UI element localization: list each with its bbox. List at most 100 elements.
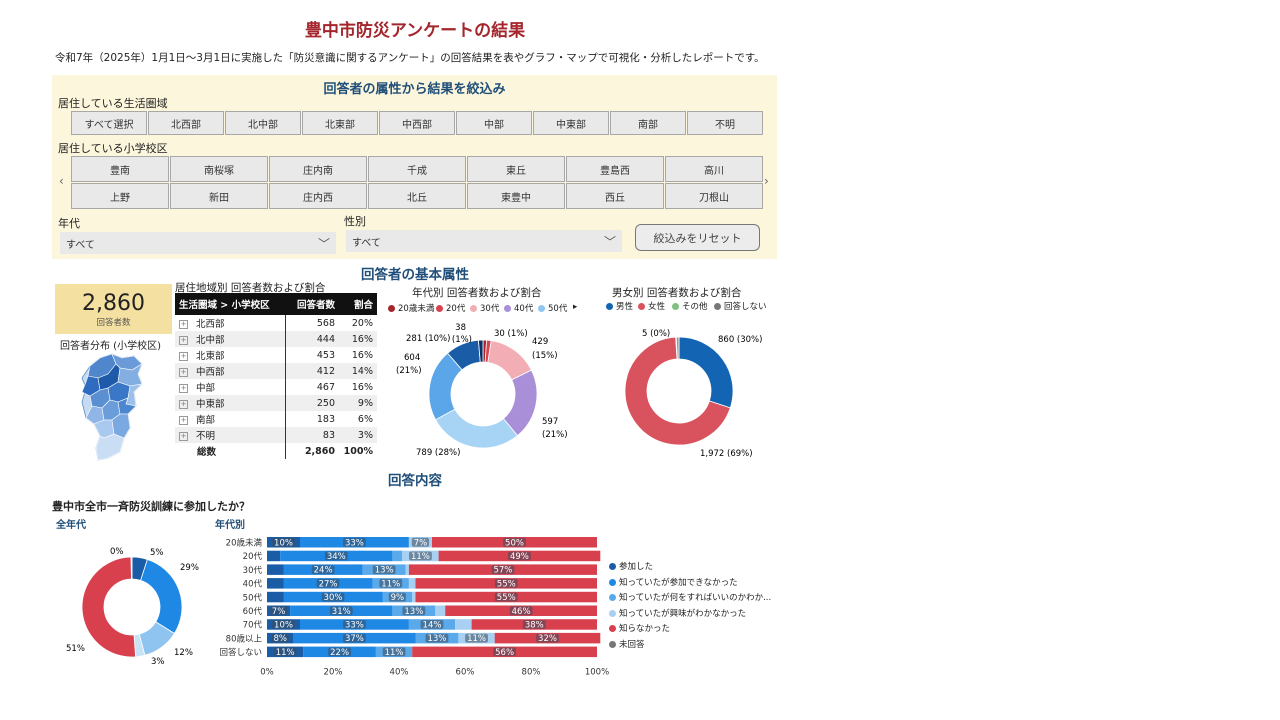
table-row[interactable]: + 不明 83 3% [175, 427, 377, 443]
gender-donut-chart[interactable]: 5 (0%) 860 (30%) 1,972 (69%) [610, 318, 790, 463]
legend-item[interactable]: その他 [672, 300, 708, 312]
area-chip[interactable]: 中東部 [533, 111, 609, 135]
data-label-bg [272, 537, 295, 547]
area-chip[interactable]: 南部 [610, 111, 686, 135]
expand-icon[interactable]: + [179, 320, 188, 329]
donut-label: (21%) [396, 366, 422, 376]
bar-category-label: 20歳未満 [226, 538, 263, 549]
legend-item[interactable]: 知っていたが何をすればいいのかわか... [609, 591, 771, 603]
school-chip[interactable]: 東豊中 [467, 183, 565, 209]
bar-segment[interactable] [412, 591, 416, 603]
legend-label: 30代 [480, 304, 500, 314]
area-chip[interactable]: 中部 [456, 111, 532, 135]
table-header-count[interactable]: 回答者数 [285, 293, 339, 315]
data-label-bg [269, 606, 288, 616]
bar-segment[interactable] [267, 564, 284, 575]
area-chip[interactable]: すべて選択 [71, 111, 147, 135]
legend-item[interactable]: 20歳未満 [388, 302, 434, 314]
school-chip[interactable]: 北丘 [368, 183, 466, 209]
expand-icon[interactable]: + [179, 384, 188, 393]
donut-slice[interactable] [81, 556, 137, 658]
school-chip[interactable]: 千成 [368, 156, 466, 182]
table-row[interactable]: + 中西部 412 14% [175, 363, 377, 379]
bar-segment[interactable] [455, 619, 472, 630]
legend-label: 知っていたが興味がわかなかった [619, 608, 747, 619]
slicer-prev-icon[interactable]: ‹ [59, 174, 64, 188]
school-chip[interactable]: 豊島西 [566, 156, 664, 182]
expand-icon[interactable]: + [179, 432, 188, 441]
table-row[interactable]: + 南部 183 6% [175, 411, 377, 427]
school-chip[interactable]: 高川 [665, 156, 763, 182]
school-chip[interactable]: 西丘 [566, 183, 664, 209]
area-chip[interactable]: 中西部 [379, 111, 455, 135]
donut-slice[interactable] [130, 556, 133, 580]
expand-icon[interactable]: + [179, 400, 188, 409]
donut-slice[interactable] [624, 336, 731, 446]
age-donut-title: 年代別 回答者数および割合 [412, 287, 542, 299]
bar-segment[interactable] [267, 578, 284, 589]
table-row[interactable]: + 北中部 444 16% [175, 331, 377, 347]
school-chip[interactable]: 庄内西 [269, 183, 367, 209]
donut-slice[interactable] [477, 339, 484, 363]
expand-icon[interactable]: + [179, 352, 188, 361]
legend-item[interactable]: 未回答 [609, 638, 645, 650]
donut-slice[interactable] [434, 408, 519, 449]
school-chip[interactable]: 豊南 [71, 156, 169, 182]
school-chip[interactable]: 南桜塚 [170, 156, 268, 182]
table-row[interactable]: + 中東部 250 9% [175, 395, 377, 411]
all-ages-label: 全年代 [56, 520, 86, 531]
table-row[interactable]: + 北西部 568 20% [175, 315, 377, 331]
bar-segment[interactable] [392, 550, 403, 562]
donut-slice[interactable] [140, 558, 183, 635]
bar-segment[interactable] [267, 591, 284, 603]
school-chip[interactable]: 刀根山 [665, 183, 763, 209]
donut-slice[interactable] [675, 336, 680, 360]
legend-item[interactable]: 知らなかった [609, 622, 670, 634]
expand-icon[interactable]: + [179, 368, 188, 377]
legend-item[interactable]: 女性 [638, 300, 665, 312]
table-cell-count: 412 [284, 363, 339, 379]
school-chip[interactable]: 上野 [71, 183, 169, 209]
slicer-next-icon[interactable]: › [764, 174, 769, 188]
age-dropdown[interactable]: すべて ﹀ [60, 232, 336, 254]
legend-more-icon[interactable]: ▸ [573, 302, 578, 312]
bar-segment[interactable] [405, 564, 409, 575]
respondent-count-value: 2,860 [82, 291, 145, 316]
table-header-region[interactable]: 生活圏域 > 小学校区 [175, 293, 285, 315]
school-chip[interactable]: 東丘 [467, 156, 565, 182]
expand-icon[interactable]: + [179, 416, 188, 425]
bar-data-label: 56% [495, 648, 514, 658]
legend-item[interactable]: 知っていたが参加できなかった [609, 576, 738, 588]
legend-item[interactable]: 参加した [609, 560, 653, 572]
bar-category-label: 40代 [243, 579, 263, 590]
school-chip[interactable]: 新田 [170, 183, 268, 209]
legend-item[interactable]: 30代 [470, 302, 499, 314]
table-row[interactable]: + 中部 467 16% [175, 379, 377, 395]
area-chip[interactable]: 北東部 [302, 111, 378, 135]
bar-segment[interactable] [435, 605, 446, 617]
gender-dropdown[interactable]: すべて ﹀ [346, 230, 622, 252]
donut-slice[interactable] [678, 336, 734, 409]
reset-filters-button[interactable]: 絞込みをリセット [635, 224, 760, 251]
respondent-count-label: 回答者数 [96, 318, 131, 328]
legend-item[interactable]: 知っていたが興味がわかなかった [609, 607, 746, 619]
table-header-ratio[interactable]: 割合 [339, 293, 377, 315]
legend-dot-icon [388, 305, 395, 312]
area-chip[interactable]: 北中部 [225, 111, 301, 135]
expand-icon[interactable]: + [179, 336, 188, 345]
bar-segment[interactable] [408, 578, 416, 589]
bar-segment[interactable] [267, 550, 281, 562]
legend-item[interactable]: 男性 [606, 300, 633, 312]
legend-item[interactable]: 50代 [538, 302, 567, 314]
area-chip[interactable]: 北西部 [148, 111, 224, 135]
age-donut-chart[interactable]: 38 (1%) 30 (1%) 281 (10%) 429 (15%) 604 … [380, 318, 580, 463]
legend-item[interactable]: 20代 [436, 302, 465, 314]
all-ages-donut-chart[interactable]: 0% 5% 29% 12% 3% 51% [62, 540, 212, 670]
area-chip[interactable]: 不明 [687, 111, 763, 135]
school-chip[interactable]: 庄内南 [269, 156, 367, 182]
table-row[interactable]: + 北東部 453 16% [175, 347, 377, 363]
stacked-bar-chart[interactable]: 20歳未満 10% 33% 7% 50% 20代 34% 11% 49% 30代 24% 13% 57%… [200, 532, 620, 682]
choropleth-map[interactable] [78, 352, 148, 464]
legend-item[interactable]: 40代 [504, 302, 533, 314]
legend-item[interactable]: 回答しない [714, 300, 767, 312]
